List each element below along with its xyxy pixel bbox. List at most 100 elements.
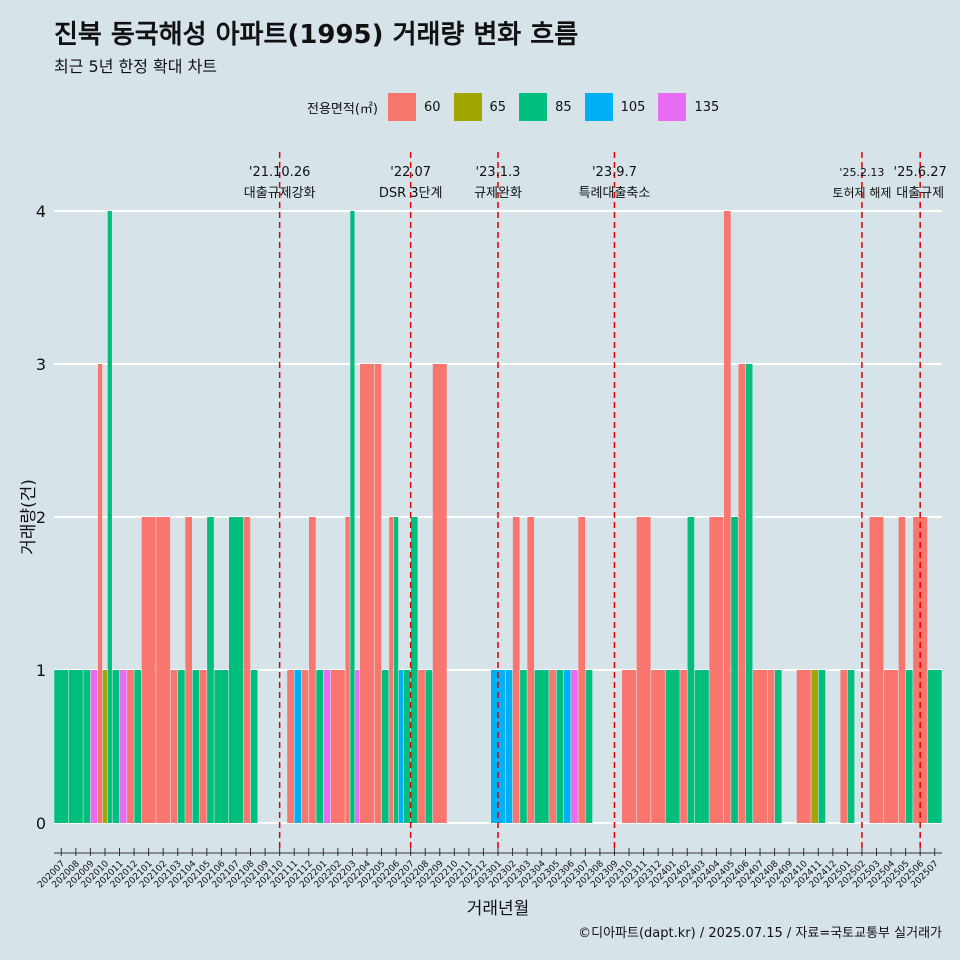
bar-202012-60 [127, 670, 134, 823]
bar-202304-85 [534, 670, 549, 823]
y-tick-label: 0 [36, 814, 46, 833]
bar-202312-60 [651, 670, 666, 823]
event-label: 특례대출축소 [579, 186, 651, 201]
event-label: 규제완화 [474, 186, 522, 201]
legend-swatch-135 [658, 93, 687, 121]
bar-202105-60 [199, 670, 207, 823]
bar-202311-60 [636, 517, 651, 823]
y-tick-label: 3 [36, 355, 46, 374]
event-label: 대출규제 [896, 186, 944, 201]
y-tick-label: 2 [36, 508, 46, 527]
legend-label-65: 65 [489, 99, 507, 115]
bar-202408-60 [767, 670, 775, 823]
bar-202104-60 [185, 517, 192, 823]
y-tick-label: 4 [36, 202, 46, 221]
bar-202507-85 [927, 670, 942, 823]
bar-202206-85 [393, 517, 399, 823]
bar-202401-85 [665, 670, 680, 823]
bar-202505-85 [905, 670, 913, 823]
caption: ©디아파트(dapt.kr) / 2025.07.15 / 자료=국토교통부 실… [578, 926, 942, 941]
bar-202105-85 [207, 517, 214, 823]
event-label: 대출규제강화 [244, 186, 316, 201]
chart-subtitle: 최근 5년 한정 확대 차트 [54, 57, 218, 76]
bar-202501-60 [840, 670, 848, 823]
event-date: '25.6.27 [894, 165, 947, 180]
bar-202302-105 [505, 670, 513, 823]
bar-202307-85 [585, 670, 593, 823]
event-date: '23.9.7 [592, 165, 637, 180]
bar-202504-60 [884, 670, 899, 823]
legend-title: 전용면적(㎡) [307, 101, 378, 117]
bar-202306-105 [563, 670, 571, 823]
legend-item-135: 135 [658, 93, 719, 121]
bar-202205-85 [381, 670, 389, 823]
bar-202011-85 [112, 670, 120, 823]
bar-202009-85 [83, 670, 91, 823]
bar-202506-60 [913, 517, 928, 823]
bar-202012-85 [134, 670, 142, 823]
bar-202208-85 [425, 670, 433, 823]
bar-202310-60 [622, 670, 636, 823]
bar-202503-60 [869, 517, 884, 823]
bar-202403-85 [694, 670, 709, 823]
bar-202112-60 [309, 517, 316, 823]
event-date: '25.2.13 [839, 166, 884, 179]
bar-202408-85 [774, 670, 782, 823]
bar-202305-60 [549, 670, 556, 823]
bar-202305-85 [556, 670, 564, 823]
bar-202111-105 [294, 670, 302, 823]
x-axis-label: 거래년월 [467, 899, 530, 919]
y-axis-label: 거래량(건) [19, 479, 39, 555]
bar-202410-60 [796, 670, 811, 823]
legend: 전용면적(㎡) 60 65 85 105 135 [307, 93, 732, 121]
legend-swatch-60 [387, 93, 416, 121]
chart-title: 진북 동국해성 아파트(1995) 거래량 변화 흐름 [54, 20, 579, 50]
bar-202102-60 [156, 517, 171, 823]
event-date: '22.07 [390, 165, 431, 180]
bar-202208-60 [418, 670, 425, 823]
bar-202203-60 [345, 517, 350, 823]
event-label: 토허제 해제 [832, 186, 891, 200]
bar-202307-60 [578, 517, 586, 823]
event-date: '21.10.26 [249, 165, 310, 180]
bar-202108-85 [250, 670, 258, 823]
bar-202201-135 [323, 670, 331, 823]
legend-swatch-105 [584, 93, 613, 121]
bar-202106-85 [214, 670, 229, 823]
event-date: '23.1.3 [476, 165, 521, 180]
bar-202010-65 [102, 670, 108, 823]
bar-202207-85 [403, 670, 411, 823]
bar-202007-85 [54, 670, 69, 823]
bar-202205-60 [374, 364, 382, 823]
bar-202009-135 [90, 670, 98, 823]
bar-202405-60 [723, 211, 731, 823]
legend-label-60: 60 [423, 99, 441, 115]
bar-202411-85 [818, 670, 826, 823]
event-label: DSR 3단계 [379, 186, 443, 201]
bar-202201-85 [316, 670, 324, 823]
legend-label-85: 85 [555, 99, 572, 115]
bar-202206-105 [398, 670, 404, 823]
legend-swatch-85 [519, 93, 548, 121]
legend-swatch-65 [453, 93, 482, 121]
bar-202411-65 [811, 670, 818, 823]
bar-202111-60 [287, 670, 294, 823]
bar-202406-85 [745, 364, 753, 823]
bar-202306-135 [571, 670, 578, 823]
bar-202302-60 [512, 517, 520, 823]
legend-label-135: 135 [694, 99, 720, 115]
bar-202407-60 [753, 670, 768, 823]
bar-202501-85 [847, 670, 855, 823]
bar-202204-60 [360, 364, 374, 823]
bar-202108-60 [243, 517, 251, 823]
y-tick-label: 1 [36, 661, 46, 680]
legend-item-60: 60 [387, 93, 441, 121]
bar-202206-60 [389, 517, 394, 823]
bar-202104-85 [192, 670, 200, 823]
bar-202010-60 [97, 364, 103, 823]
bar-202112-60 [301, 670, 309, 823]
bar-202103-60 [170, 670, 178, 823]
bar-202505-60 [898, 517, 906, 823]
bar-202101-60 [141, 517, 156, 823]
